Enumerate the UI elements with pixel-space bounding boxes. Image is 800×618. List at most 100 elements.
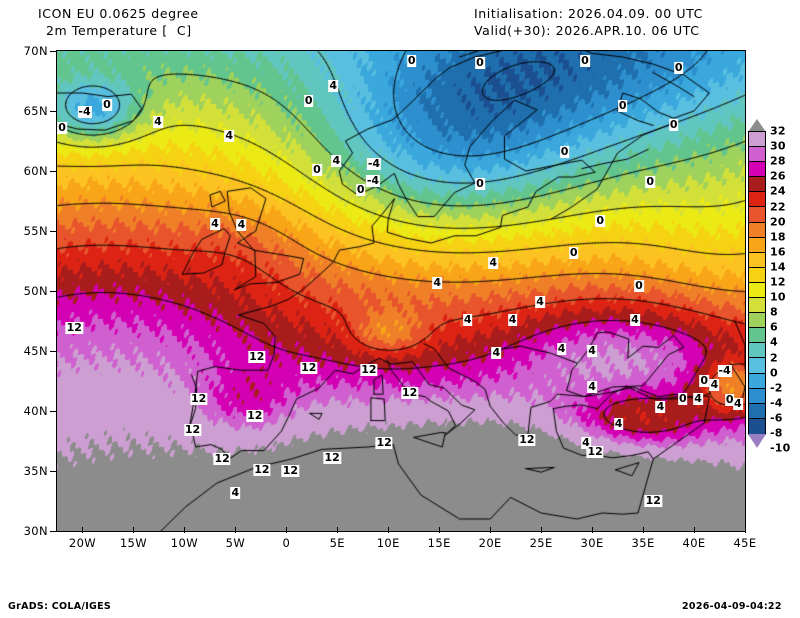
contour-label: 4 [535, 294, 545, 308]
lon-tick-label: 20W [68, 536, 97, 550]
lat-tick-mark [50, 291, 56, 292]
contour-label: 0 [57, 120, 67, 134]
contour-label: 4 [587, 380, 597, 393]
contour-label: 4 [488, 256, 499, 270]
colorbar-min-arrow [748, 434, 766, 448]
contour-label: 12 [300, 360, 318, 374]
lon-tick-label: 20E [478, 536, 502, 550]
contour-label: 4 [556, 341, 567, 355]
colorbar-tick-label: 12 [770, 275, 786, 289]
contour-label: 0 [312, 162, 322, 176]
lon-tick-mark [694, 527, 696, 533]
colorbar-segment [749, 207, 765, 223]
colorbar-segment [749, 132, 765, 148]
colorbar-segment [749, 373, 765, 389]
lon-tick-label: 15W [119, 536, 148, 550]
lat-tick-label: 70N [23, 44, 48, 58]
contour-label: 0 [677, 392, 688, 405]
colorbar-tick-label: 14 [770, 260, 786, 274]
contour-label: 0 [475, 56, 485, 69]
lon-tick-mark [643, 527, 645, 533]
lat-tick-label: 45N [23, 344, 48, 358]
colorbar-segment [749, 147, 765, 163]
lon-tick-mark [235, 527, 237, 533]
contour-label: 12 [248, 350, 266, 363]
contour-label: 0 [634, 279, 644, 293]
contour-label: 0 [724, 393, 735, 407]
colorbar-tick-label: 6 [770, 320, 778, 334]
contour-label: 12 [586, 444, 604, 458]
contour-label: 4 [581, 436, 591, 450]
colorbar-tick-label: 30 [770, 139, 786, 153]
contour-label: 0 [673, 60, 684, 74]
lon-tick-label: 0 [282, 536, 291, 550]
colorbar-segment [749, 192, 765, 208]
contour-label: 4 [733, 396, 743, 410]
contour-label: 12 [518, 432, 536, 446]
colorbar-tick-label: 32 [770, 124, 786, 138]
contour-label: 0 [102, 98, 112, 111]
contour-label: 4 [224, 129, 235, 143]
contour-label: 0 [699, 374, 710, 387]
lon-tick-mark [82, 527, 84, 533]
lat-tick-label: 55N [23, 224, 48, 238]
colorbar-segment [749, 403, 765, 419]
contour-label: 0 [580, 53, 590, 67]
colorbar-segment [749, 343, 765, 359]
temperature-field-canvas [57, 51, 745, 531]
contour-label: 4 [462, 312, 473, 326]
render-timestamp: 2026-04-09-04:22 [682, 601, 782, 612]
lon-tick-label: 30E [580, 536, 604, 550]
contour-label: 0 [617, 99, 628, 113]
contour-label: 0 [595, 214, 606, 228]
lat-tick-label: 60N [23, 164, 48, 178]
valid-time-label: Valid(+30): 2026.APR.10. 06 UTC [474, 23, 700, 38]
model-title: ICON EU 0.0625 degree [38, 6, 199, 21]
lon-tick-mark [133, 527, 135, 533]
contour-label: 4 [709, 377, 720, 391]
colorbar-tick-label: 22 [770, 200, 786, 213]
colorbar-tick-label: 18 [770, 230, 786, 244]
lon-tick-label: 40E [682, 536, 706, 550]
contour-label: 4 [655, 400, 666, 414]
contour-label: 12 [65, 321, 83, 335]
lon-tick-label: 25E [529, 536, 553, 550]
lat-tick-mark [50, 171, 56, 172]
colorbar-segment [749, 252, 765, 268]
colorbar-tick-label: -6 [770, 411, 783, 425]
contour-label: 0 [475, 177, 485, 191]
field-title: 2m Temperature [ C] [46, 23, 192, 38]
contour-label: 4 [507, 312, 518, 326]
colorbar-tick-label: 4 [770, 335, 778, 349]
lon-tick-mark [490, 527, 492, 533]
lon-tick-mark [388, 527, 390, 533]
contour-label: 4 [613, 417, 624, 431]
colorbar-tick-label: 16 [770, 245, 786, 259]
colorbar-segment [749, 237, 765, 253]
contour-label: -4 [365, 173, 381, 187]
lon-tick-mark [541, 527, 543, 533]
lon-tick-mark [592, 527, 594, 533]
contour-label: 4 [210, 216, 220, 230]
colorbar-tick-label: 8 [770, 305, 778, 319]
lon-tick-mark [337, 527, 339, 533]
colorbar-segment [749, 313, 765, 329]
contour-label: 4 [630, 312, 640, 326]
contour-label: 12 [213, 452, 231, 465]
contour-label: 12 [360, 363, 378, 377]
contour-label: 12 [281, 464, 300, 477]
initialisation-label: Initialisation: 2026.04.09. 00 UTC [474, 6, 703, 21]
lat-tick-mark [50, 471, 56, 472]
contour-label: 12 [253, 462, 271, 476]
map-plot-area: -4 0 0 4 4 4 4 4 0 0 0 0 0 -4 -4 4 0 0 0 0 0 0 0 0 0 0 4 4 4 4 4 4 4 4 4 4 4… [56, 50, 746, 532]
colorbar-tick-label: 10 [770, 290, 786, 304]
lon-tick-label: 5W [225, 536, 246, 550]
contour-label: 12 [323, 450, 341, 464]
lat-tick-mark [50, 231, 56, 232]
lat-tick-mark [50, 351, 56, 352]
lon-tick-label: 10E [376, 536, 400, 550]
contour-label: 4 [491, 346, 502, 360]
lon-tick-mark [439, 527, 441, 533]
lat-tick-mark [50, 531, 56, 532]
